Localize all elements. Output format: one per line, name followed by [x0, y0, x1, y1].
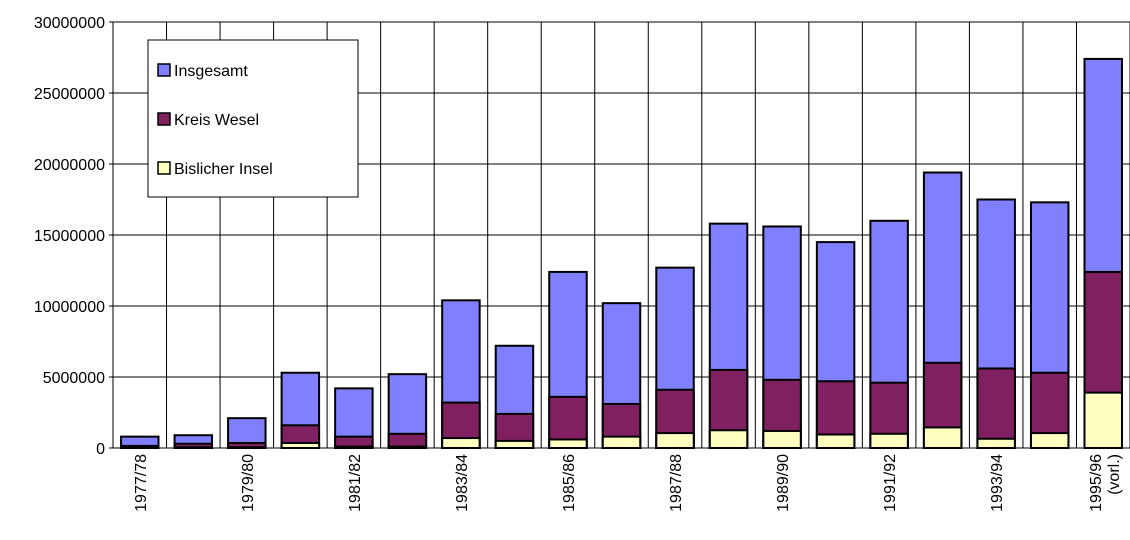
x-tick-label: 1993/94	[989, 454, 1006, 512]
bar	[762, 429, 802, 449]
x-tick-label: 1983/84	[454, 454, 471, 512]
x-tick-label: 1981/82	[347, 454, 364, 512]
y-tick-label: 10000000	[34, 299, 105, 316]
bar	[1083, 391, 1123, 449]
x-tick-label: 1977/78	[133, 454, 150, 512]
x-tick-label: 1979/80	[240, 454, 257, 512]
bar	[494, 439, 535, 449]
bar	[227, 446, 267, 450]
bar	[1029, 432, 1070, 449]
legend-label: Kreis Wesel	[174, 112, 259, 129]
bar	[708, 429, 749, 449]
bar	[173, 446, 214, 450]
bar	[601, 435, 642, 450]
legend-box	[147, 39, 359, 198]
x-tick-label-line: 1995/96	[1088, 454, 1105, 512]
bar	[280, 442, 321, 449]
x-tick-label-line: (vorl.)	[1106, 454, 1123, 495]
legend-label: Insgesamt	[174, 63, 248, 80]
y-tick-label: 30000000	[34, 15, 105, 32]
y-tick-label: 15000000	[34, 228, 105, 245]
bar	[976, 437, 1016, 449]
bar	[387, 445, 428, 449]
y-tick-label: 0	[96, 441, 105, 458]
x-tick-label: 1987/88	[668, 454, 685, 512]
bar	[120, 444, 160, 449]
x-tick-label: 1991/92	[882, 454, 899, 512]
x-tick-label: 1985/86	[561, 454, 578, 512]
y-tick-label: 25000000	[34, 86, 105, 103]
bar	[976, 367, 1016, 450]
bar	[334, 445, 374, 449]
legend-swatch	[157, 161, 171, 175]
bar	[441, 437, 481, 449]
x-tick-label: 1995/96(vorl.)	[1088, 454, 1123, 512]
bar	[922, 426, 963, 450]
legend-swatch	[157, 112, 171, 126]
bar	[869, 432, 909, 449]
bar	[655, 432, 695, 449]
bar	[815, 433, 856, 450]
legend-swatch	[157, 63, 171, 77]
x-tick-label: 1989/90	[775, 454, 792, 512]
y-tick-label: 20000000	[34, 157, 105, 174]
y-tick-label: 5000000	[43, 370, 105, 387]
bar	[548, 438, 588, 450]
legend-label: Bislicher Insel	[174, 161, 273, 178]
